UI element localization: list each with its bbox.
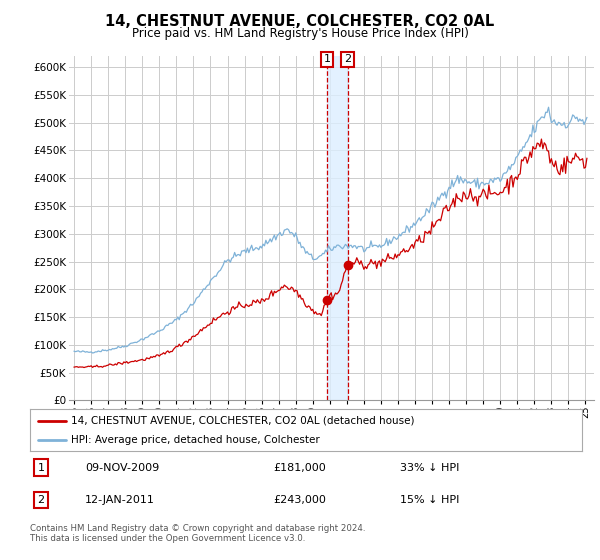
Text: £181,000: £181,000 [273,463,326,473]
Text: 14, CHESTNUT AVENUE, COLCHESTER, CO2 0AL (detached house): 14, CHESTNUT AVENUE, COLCHESTER, CO2 0AL… [71,416,415,426]
Text: Contains HM Land Registry data © Crown copyright and database right 2024.
This d: Contains HM Land Registry data © Crown c… [30,524,365,543]
Bar [327,56,347,400]
Text: 12-JAN-2011: 12-JAN-2011 [85,495,155,505]
Text: 1: 1 [323,54,331,64]
Text: HPI: Average price, detached house, Colchester: HPI: Average price, detached house, Colc… [71,435,320,445]
Text: 2: 2 [37,495,44,505]
Text: 14, CHESTNUT AVENUE, COLCHESTER, CO2 0AL: 14, CHESTNUT AVENUE, COLCHESTER, CO2 0AL [106,14,494,29]
Text: £243,000: £243,000 [273,495,326,505]
Text: Price paid vs. HM Land Registry's House Price Index (HPI): Price paid vs. HM Land Registry's House … [131,27,469,40]
Text: 2: 2 [344,54,351,64]
Text: 15% ↓ HPI: 15% ↓ HPI [400,495,459,505]
Text: 33% ↓ HPI: 33% ↓ HPI [400,463,459,473]
Text: 09-NOV-2009: 09-NOV-2009 [85,463,160,473]
Text: 1: 1 [38,463,44,473]
